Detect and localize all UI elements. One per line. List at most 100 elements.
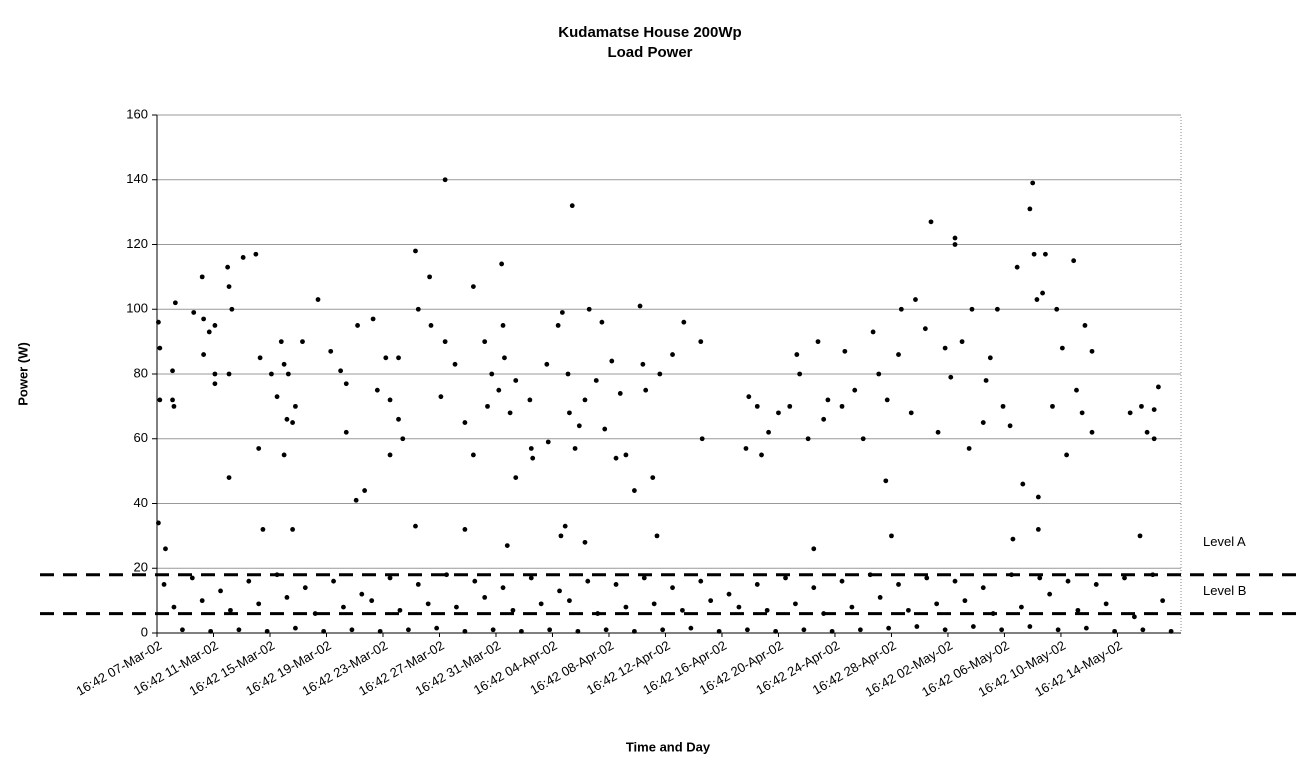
point xyxy=(849,604,855,610)
point xyxy=(281,452,287,458)
point xyxy=(226,371,232,377)
point xyxy=(631,488,637,493)
point xyxy=(1083,625,1089,631)
point xyxy=(527,397,533,403)
point xyxy=(482,339,488,345)
point xyxy=(623,452,629,458)
point xyxy=(397,607,403,613)
point xyxy=(513,475,519,480)
point xyxy=(860,436,866,442)
point xyxy=(256,446,262,451)
point xyxy=(1010,536,1016,542)
point xyxy=(1064,452,1069,458)
point xyxy=(567,410,572,416)
point xyxy=(654,533,660,539)
point xyxy=(302,585,308,591)
point xyxy=(470,452,476,458)
point xyxy=(688,625,694,631)
point xyxy=(565,371,571,377)
point xyxy=(877,594,883,600)
point xyxy=(637,303,643,309)
point xyxy=(557,588,562,594)
point xyxy=(883,478,889,484)
point xyxy=(253,251,259,257)
point xyxy=(631,628,637,634)
point xyxy=(428,323,434,328)
point xyxy=(842,348,848,354)
point xyxy=(1034,297,1040,302)
point xyxy=(602,426,608,432)
point xyxy=(1027,206,1033,212)
point xyxy=(246,578,252,584)
point xyxy=(156,319,161,325)
point xyxy=(1040,290,1045,296)
point xyxy=(1000,403,1006,409)
point xyxy=(884,397,890,403)
point xyxy=(643,387,649,393)
point xyxy=(585,578,591,584)
point xyxy=(576,423,582,429)
point xyxy=(1140,627,1146,633)
point xyxy=(415,582,421,587)
point xyxy=(274,394,280,400)
point xyxy=(1075,607,1081,613)
point xyxy=(908,410,914,416)
point xyxy=(199,598,205,604)
point xyxy=(613,455,619,461)
point xyxy=(359,591,365,597)
point xyxy=(290,527,295,532)
point xyxy=(1071,258,1077,264)
point xyxy=(952,242,958,247)
point xyxy=(496,387,502,393)
point xyxy=(914,624,920,629)
point xyxy=(504,543,510,548)
point xyxy=(1018,604,1024,610)
point xyxy=(331,578,336,584)
point xyxy=(1074,387,1079,393)
point xyxy=(699,436,705,442)
point xyxy=(794,352,800,357)
point xyxy=(870,329,876,335)
point xyxy=(510,607,516,613)
point xyxy=(415,306,421,312)
point xyxy=(240,255,246,260)
point xyxy=(815,339,821,345)
point xyxy=(489,371,495,377)
point xyxy=(569,203,575,209)
point xyxy=(980,585,986,591)
point xyxy=(969,306,975,312)
point xyxy=(754,403,760,409)
point xyxy=(462,527,468,532)
point xyxy=(681,319,687,325)
point xyxy=(343,429,349,435)
point xyxy=(485,403,490,409)
point xyxy=(218,588,223,594)
point xyxy=(575,628,581,634)
point xyxy=(206,329,212,335)
point xyxy=(369,598,375,604)
point xyxy=(773,628,779,634)
point xyxy=(507,410,513,416)
point xyxy=(490,627,496,633)
y-axis-label: Power (W) xyxy=(15,342,30,406)
point xyxy=(427,274,432,280)
point xyxy=(545,439,551,445)
point xyxy=(889,533,894,539)
point xyxy=(1054,306,1060,312)
point xyxy=(1059,345,1065,351)
point xyxy=(558,533,564,539)
point xyxy=(582,397,588,403)
point xyxy=(811,546,817,552)
point xyxy=(1151,436,1157,442)
point xyxy=(743,446,749,451)
point xyxy=(787,403,793,409)
point xyxy=(284,416,290,422)
point xyxy=(716,628,722,634)
point xyxy=(1093,582,1099,587)
point xyxy=(623,604,629,610)
point xyxy=(519,628,524,634)
point xyxy=(300,339,305,345)
point xyxy=(1020,481,1026,487)
point xyxy=(1144,429,1150,435)
point xyxy=(559,310,565,315)
